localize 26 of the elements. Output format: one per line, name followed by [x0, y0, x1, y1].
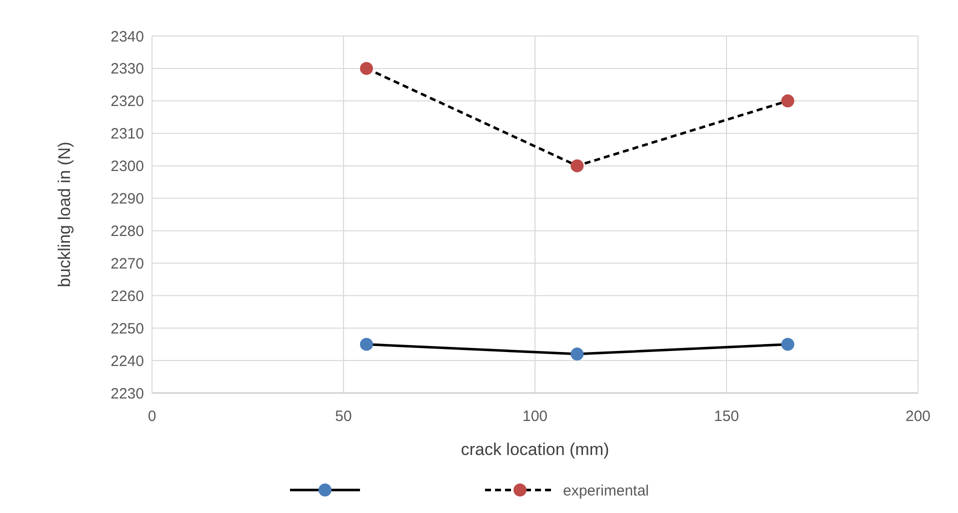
- y-tick-label: 2310: [110, 126, 144, 143]
- y-tick-label: 2270: [110, 255, 144, 272]
- x-tick-label: 50: [335, 408, 352, 425]
- x-tick-label: 150: [714, 408, 740, 425]
- y-tick-label: 2280: [110, 222, 144, 240]
- y-tick-label: 2290: [110, 190, 144, 208]
- point: [570, 159, 584, 172]
- point: [360, 338, 373, 351]
- y-tick-label: 2340: [110, 28, 144, 46]
- x-axis-title: crack location (mm): [460, 440, 610, 459]
- x-tick-label: 200: [905, 408, 931, 425]
- point: [570, 348, 584, 361]
- point: [360, 62, 373, 75]
- y-axis-title: buckling load in (N): [55, 142, 74, 288]
- y-tick-label: 2330: [110, 60, 144, 78]
- y-tick-label: 2230: [110, 385, 144, 402]
- y-tick-label: 2300: [110, 158, 144, 176]
- point: [781, 338, 794, 351]
- y-tick-label: 2240: [110, 352, 144, 370]
- point: [781, 94, 794, 108]
- x-tick-label: 100: [522, 408, 548, 425]
- y-tick-label: 2320: [110, 93, 144, 110]
- legend-label: experimental: [563, 482, 649, 500]
- x-tick-label: 0: [148, 408, 156, 425]
- y-tick-label: 2250: [110, 320, 144, 338]
- y-tick-label: 2260: [110, 288, 144, 305]
